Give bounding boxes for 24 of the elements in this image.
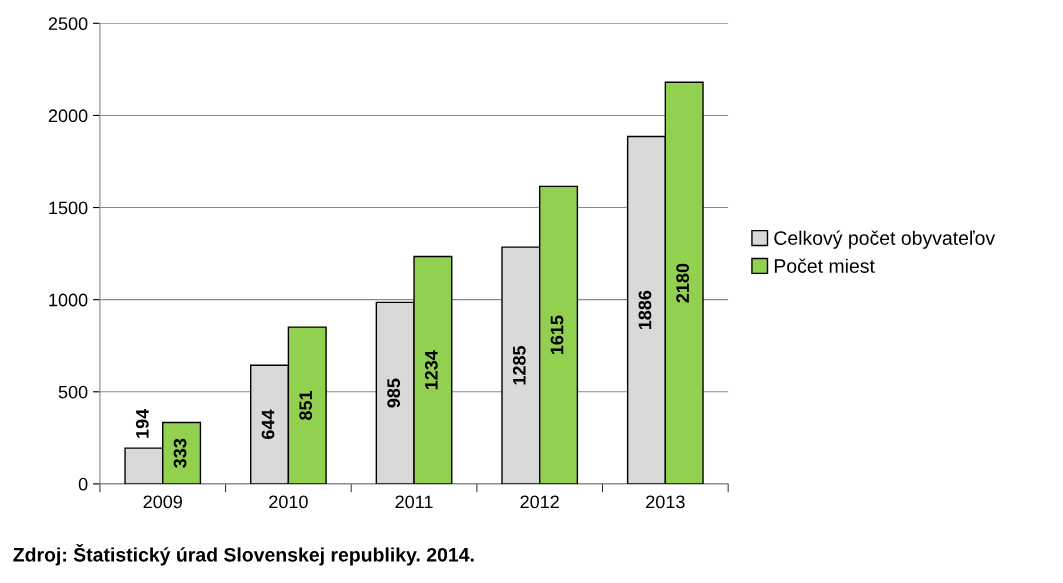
data-label: 1285 [512,345,526,385]
data-label: 333 [173,438,187,468]
y-tick-label: 2500 [48,17,88,31]
y-tick-label: 1500 [49,201,88,215]
y-tick-label: 500 [58,385,88,399]
data-label: 1886 [638,290,652,330]
data-label: 1615 [550,315,564,355]
x-tick-label: 2013 [646,495,685,509]
data-label: 2180 [676,263,690,303]
text: Zdroj: Štatistický úrad Slovenskej republiky. 2014. [13,544,474,566]
y-tick-label: 1000 [49,293,88,307]
x-tick-label: 2011 [395,495,433,509]
x-tick-label: 2010 [269,495,308,509]
legend-label: Počet miest [774,258,875,273]
data-label: 851 [299,390,313,420]
x-tick-label: 2009 [143,495,182,509]
y-tick-label: 2000 [48,109,88,123]
data-label: 644 [261,409,275,439]
legend-label: Celkový počet obyvateľov [774,230,996,249]
data-label: 194 [135,408,149,438]
x-tick-label: 2012 [520,495,559,509]
data-label: 1234 [424,350,438,390]
y-tick-label: 0 [78,477,88,491]
data-label: 985 [387,378,401,408]
